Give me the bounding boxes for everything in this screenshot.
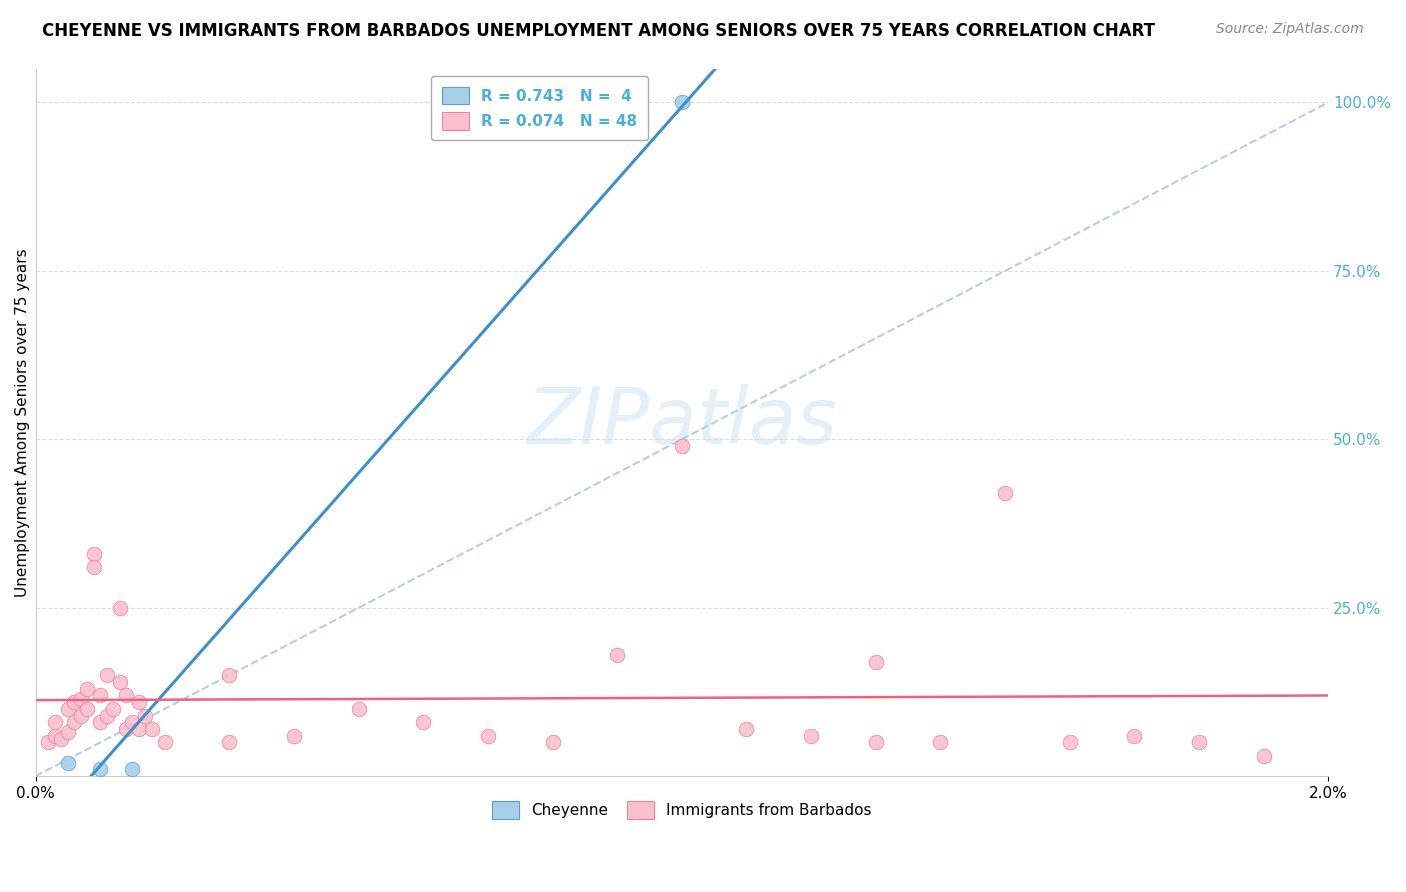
Point <box>153 735 176 749</box>
Point <box>69 708 91 723</box>
Text: ZIPatlas: ZIPatlas <box>526 384 838 460</box>
Point <box>83 560 105 574</box>
Point <box>1253 748 1275 763</box>
Point <box>83 547 105 561</box>
Point <box>96 668 118 682</box>
Point <box>283 729 305 743</box>
Point <box>44 729 66 743</box>
Point <box>1059 735 1081 749</box>
Point <box>69 691 91 706</box>
Point <box>671 439 693 453</box>
Point <box>800 729 823 743</box>
Point <box>89 763 111 777</box>
Text: Source: ZipAtlas.com: Source: ZipAtlas.com <box>1216 22 1364 37</box>
Point <box>121 763 143 777</box>
Point <box>865 735 887 749</box>
Point <box>671 95 693 110</box>
Point <box>929 735 952 749</box>
Point <box>56 702 79 716</box>
Point <box>541 735 564 749</box>
Point <box>134 708 156 723</box>
Point <box>347 702 370 716</box>
Point <box>606 648 628 662</box>
Point <box>128 695 150 709</box>
Point <box>412 715 434 730</box>
Point <box>37 735 59 749</box>
Point <box>44 715 66 730</box>
Point <box>141 722 163 736</box>
Point <box>218 668 240 682</box>
Point <box>128 722 150 736</box>
Point <box>56 756 79 770</box>
Point <box>477 729 499 743</box>
Point <box>115 688 138 702</box>
Point <box>63 715 86 730</box>
Y-axis label: Unemployment Among Seniors over 75 years: Unemployment Among Seniors over 75 years <box>15 248 30 597</box>
Point <box>994 486 1017 500</box>
Text: CHEYENNE VS IMMIGRANTS FROM BARBADOS UNEMPLOYMENT AMONG SENIORS OVER 75 YEARS CO: CHEYENNE VS IMMIGRANTS FROM BARBADOS UNE… <box>42 22 1156 40</box>
Point <box>101 702 124 716</box>
Point <box>1188 735 1211 749</box>
Point <box>96 708 118 723</box>
Point <box>89 688 111 702</box>
Point <box>121 715 143 730</box>
Point <box>1123 729 1146 743</box>
Point <box>76 702 98 716</box>
Point <box>56 725 79 739</box>
Point <box>115 722 138 736</box>
Point <box>108 600 131 615</box>
Point <box>865 655 887 669</box>
Point <box>735 722 758 736</box>
Point <box>63 695 86 709</box>
Point <box>76 681 98 696</box>
Point <box>89 715 111 730</box>
Point <box>108 674 131 689</box>
Point <box>51 732 73 747</box>
Legend: Cheyenne, Immigrants from Barbados: Cheyenne, Immigrants from Barbados <box>485 796 879 825</box>
Point <box>218 735 240 749</box>
